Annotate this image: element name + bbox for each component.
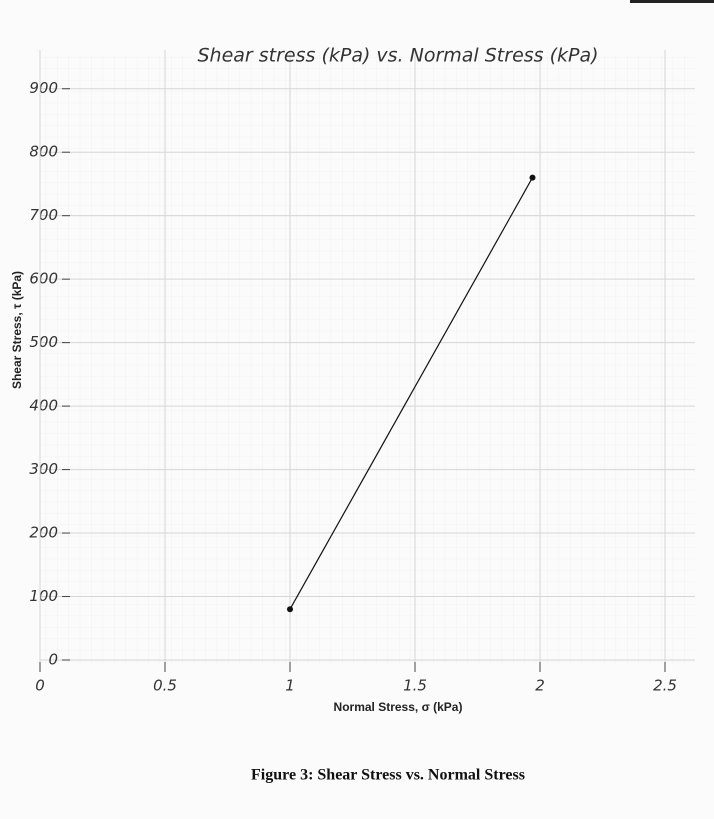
y-tick-label: 100 [29, 587, 58, 605]
y-tick-label: 600 [29, 270, 58, 288]
y-tick-label: 200 [29, 524, 58, 542]
data-point [529, 174, 536, 181]
y-tick-label: 500 [29, 333, 58, 351]
x-tick-label: 0.5 [153, 677, 177, 695]
x-tick-label: 0 [35, 677, 45, 695]
plot: 0 100 200 300 400 500 600 700 800 900 0 0.5 1 1.5 2 2.5 [29, 50, 695, 695]
x-tick-label: 1.5 [403, 677, 427, 695]
y-tick-label: 0 [48, 651, 58, 669]
figure-caption: Figure 3: Shear Stress vs. Normal Stress [251, 767, 525, 784]
graph-paper [40, 55, 695, 665]
y-tick-label: 700 [29, 206, 58, 224]
x-tick-label: 1 [285, 677, 295, 695]
x-tick-label: 2.5 [653, 677, 677, 695]
y-tick-label: 800 [29, 143, 58, 161]
y-tick-label: 900 [29, 79, 58, 97]
x-tick-label: 2 [535, 677, 545, 695]
x-axis-label: Normal Stress, σ (kPa) [334, 700, 463, 714]
y-axis-label: Shear Stress, τ (kPa) [10, 271, 24, 389]
y-tick-label: 300 [29, 460, 58, 478]
edge-mark [630, 0, 714, 3]
data-line [289, 177, 534, 610]
data-point [287, 606, 293, 613]
y-tick-label: 400 [29, 397, 58, 415]
chart-title: Shear stress (kPa) vs. Normal Stress (kP… [197, 45, 598, 67]
